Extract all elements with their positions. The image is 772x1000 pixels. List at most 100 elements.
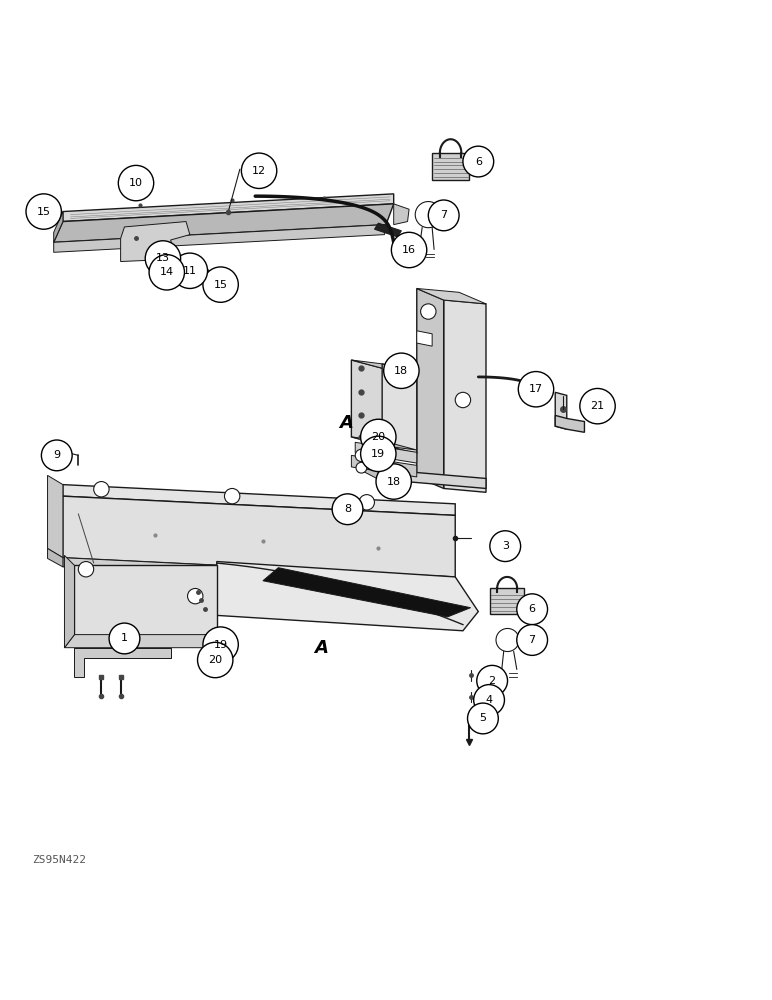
Circle shape <box>421 304 436 319</box>
Circle shape <box>109 623 140 654</box>
Text: 18: 18 <box>394 366 408 376</box>
Text: 3: 3 <box>502 541 509 551</box>
Text: 15: 15 <box>37 207 51 217</box>
Text: 1: 1 <box>121 633 128 643</box>
Polygon shape <box>444 300 486 492</box>
Text: 10: 10 <box>129 178 143 188</box>
Circle shape <box>172 253 208 288</box>
Circle shape <box>31 207 42 218</box>
Polygon shape <box>63 558 455 586</box>
Text: 20: 20 <box>371 432 385 442</box>
Circle shape <box>516 594 547 625</box>
Circle shape <box>455 392 471 408</box>
Circle shape <box>145 241 181 276</box>
Text: 21: 21 <box>591 401 604 411</box>
Text: 19: 19 <box>371 449 385 459</box>
Polygon shape <box>54 225 386 252</box>
Polygon shape <box>54 212 63 242</box>
Circle shape <box>490 531 520 562</box>
Polygon shape <box>48 548 63 567</box>
Polygon shape <box>65 555 74 648</box>
Circle shape <box>468 703 498 734</box>
Circle shape <box>188 588 203 604</box>
Text: 19: 19 <box>214 640 228 650</box>
Circle shape <box>42 440 72 471</box>
FancyBboxPatch shape <box>490 588 524 614</box>
Polygon shape <box>63 485 455 515</box>
Text: 15: 15 <box>214 280 228 290</box>
Text: A: A <box>313 639 327 657</box>
Polygon shape <box>351 360 386 446</box>
Polygon shape <box>63 194 394 222</box>
Circle shape <box>356 462 367 473</box>
Circle shape <box>361 436 396 472</box>
Text: 9: 9 <box>53 450 60 460</box>
Polygon shape <box>54 204 394 242</box>
Circle shape <box>474 685 504 715</box>
Text: 20: 20 <box>208 655 222 665</box>
Polygon shape <box>74 648 171 677</box>
Text: 16: 16 <box>402 245 416 255</box>
Polygon shape <box>417 331 432 346</box>
Text: 2: 2 <box>489 676 496 686</box>
Text: 6: 6 <box>475 157 482 167</box>
Circle shape <box>518 372 554 407</box>
Text: 8: 8 <box>344 504 351 514</box>
Text: 13: 13 <box>156 253 170 263</box>
Text: 7: 7 <box>440 210 447 220</box>
Circle shape <box>332 494 363 525</box>
Circle shape <box>384 353 419 388</box>
Circle shape <box>391 232 427 268</box>
Text: 11: 11 <box>183 266 197 276</box>
Polygon shape <box>394 204 409 225</box>
Polygon shape <box>351 455 417 477</box>
Circle shape <box>516 625 547 655</box>
Circle shape <box>203 267 239 302</box>
Circle shape <box>361 419 396 455</box>
Polygon shape <box>65 635 217 648</box>
FancyBboxPatch shape <box>432 153 469 180</box>
Circle shape <box>415 202 442 228</box>
Circle shape <box>78 562 93 577</box>
Polygon shape <box>351 360 417 373</box>
Text: A: A <box>339 414 353 432</box>
Polygon shape <box>63 496 455 577</box>
Text: 14: 14 <box>160 267 174 277</box>
Polygon shape <box>359 459 378 479</box>
Text: 5: 5 <box>479 713 486 723</box>
Circle shape <box>496 628 519 652</box>
Polygon shape <box>48 475 63 558</box>
Polygon shape <box>417 288 486 304</box>
Polygon shape <box>263 568 471 617</box>
Circle shape <box>463 146 493 177</box>
Circle shape <box>359 495 374 510</box>
Circle shape <box>477 665 507 696</box>
Text: ZS95N422: ZS95N422 <box>32 855 86 865</box>
Polygon shape <box>417 288 444 488</box>
Polygon shape <box>74 648 171 658</box>
Circle shape <box>149 255 185 290</box>
Circle shape <box>225 488 240 504</box>
Text: 18: 18 <box>387 477 401 487</box>
Circle shape <box>93 482 109 497</box>
Circle shape <box>26 194 62 229</box>
Text: 4: 4 <box>486 695 493 705</box>
Polygon shape <box>555 415 584 432</box>
Circle shape <box>580 388 615 424</box>
Polygon shape <box>555 392 567 429</box>
Circle shape <box>203 627 239 662</box>
Polygon shape <box>163 260 211 283</box>
Circle shape <box>355 449 367 462</box>
Text: 7: 7 <box>529 635 536 645</box>
Text: 6: 6 <box>529 604 536 614</box>
Polygon shape <box>382 364 417 454</box>
Circle shape <box>198 642 233 678</box>
Polygon shape <box>374 223 401 237</box>
Polygon shape <box>217 562 479 631</box>
Circle shape <box>118 165 154 201</box>
Polygon shape <box>351 437 417 450</box>
Circle shape <box>242 153 277 188</box>
Text: 12: 12 <box>252 166 266 176</box>
Polygon shape <box>120 222 190 262</box>
Polygon shape <box>378 469 486 488</box>
